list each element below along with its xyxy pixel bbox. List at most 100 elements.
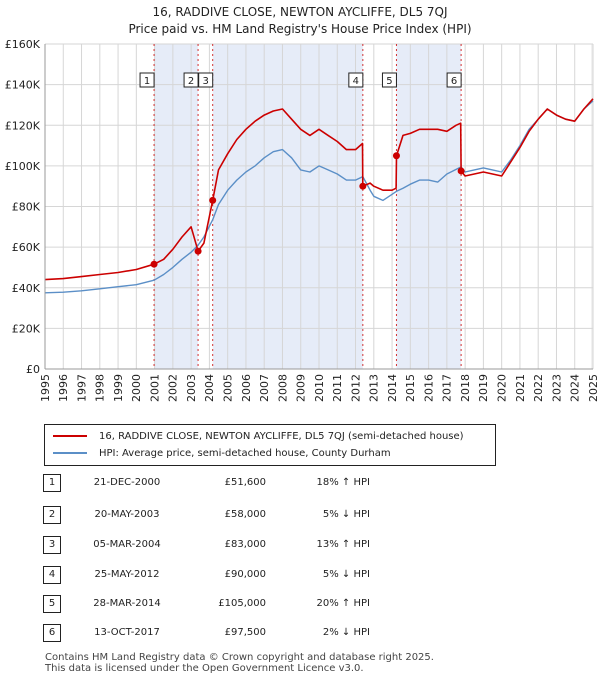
legend-item-hpi: HPI: Average price, semi-detached house,… xyxy=(53,445,391,463)
chart-grid xyxy=(44,43,594,370)
x-tick-label: 2008 xyxy=(276,374,289,402)
sale-row: 1 21-DEC-2000 £51,600 18% ↑ HPI xyxy=(0,473,600,493)
sale-hpi-diff: 20% ↑ HPI xyxy=(316,598,370,609)
legend-property-swatch xyxy=(53,435,87,437)
x-tick-label: 2015 xyxy=(404,374,417,402)
sale-hpi-diff: 5% ↓ HPI xyxy=(322,509,370,520)
sale-price: £90,000 xyxy=(224,569,266,580)
sale-price: £97,500 xyxy=(224,627,266,638)
sale-date: 13-OCT-2017 xyxy=(94,627,160,638)
x-tick-label: 1998 xyxy=(94,374,107,402)
y-tick-label: £20K xyxy=(12,322,41,335)
chart-series xyxy=(44,98,594,294)
y-tick-label: £120K xyxy=(5,119,41,132)
sale-hpi-diff: 5% ↓ HPI xyxy=(322,569,370,580)
x-tick-label: 2018 xyxy=(459,374,472,402)
sale-marker-box xyxy=(348,72,364,88)
sale-point xyxy=(150,260,158,268)
x-tick-label: 2004 xyxy=(203,374,216,402)
y-tick-label: £160K xyxy=(5,38,41,51)
sale-number-badge: 2 xyxy=(43,506,61,524)
x-tick-label: 2003 xyxy=(185,374,198,402)
sale-marker-lines xyxy=(153,44,462,369)
sale-marker-label: 6 xyxy=(451,76,457,87)
sale-row: 3 05-MAR-2004 £83,000 13% ↑ HPI xyxy=(0,535,600,555)
x-tick-label: 2014 xyxy=(386,374,399,402)
sale-hpi-diff: 18% ↑ HPI xyxy=(316,477,370,488)
x-tick-label: 2011 xyxy=(331,374,344,402)
y-tick-label: £100K xyxy=(5,160,41,173)
sale-price: £105,000 xyxy=(218,598,266,609)
x-tick-label: 2022 xyxy=(532,374,545,402)
sale-point xyxy=(209,196,217,204)
sale-number-badge: 4 xyxy=(43,566,61,584)
chart-title: 16, RADDIVE CLOSE, NEWTON AYCLIFFE, DL5 … xyxy=(0,4,600,38)
sale-marker-box xyxy=(381,72,397,88)
sale-hpi-diff: 13% ↑ HPI xyxy=(316,539,370,550)
x-tick-label: 2021 xyxy=(514,374,527,402)
sale-point xyxy=(457,167,465,175)
x-tick-label: 1995 xyxy=(39,374,52,402)
x-tick-label: 1999 xyxy=(112,374,125,402)
sale-row: 2 20-MAY-2003 £58,000 5% ↓ HPI xyxy=(0,505,600,525)
sale-price: £83,000 xyxy=(224,539,266,550)
chart-title-line1: 16, RADDIVE CLOSE, NEWTON AYCLIFFE, DL5 … xyxy=(152,5,448,19)
footer-notice: Contains HM Land Registry data © Crown c… xyxy=(45,652,434,674)
sale-points xyxy=(150,152,465,268)
sale-hpi-diff: 2% ↓ HPI xyxy=(322,627,370,638)
legend-hpi-swatch xyxy=(53,452,87,454)
sale-number-badge: 5 xyxy=(43,595,61,613)
sale-price: £51,600 xyxy=(224,477,266,488)
sale-marker-box xyxy=(198,72,214,88)
x-tick-label: 1996 xyxy=(57,374,70,402)
sale-price: £58,000 xyxy=(224,509,266,520)
x-tick-label: 2017 xyxy=(441,374,454,402)
legend-property-label: 16, RADDIVE CLOSE, NEWTON AYCLIFFE, DL5 … xyxy=(99,431,464,442)
sale-date: 20-MAY-2003 xyxy=(94,509,160,520)
sale-point xyxy=(194,247,202,255)
sale-marker-label: 5 xyxy=(386,76,392,87)
x-tick-label: 2013 xyxy=(368,374,381,402)
y-tick-label: £60K xyxy=(12,241,41,254)
x-tick-label: 2024 xyxy=(569,374,582,402)
x-tick-label: 2005 xyxy=(222,374,235,402)
x-tick-label: 2025 xyxy=(587,374,600,402)
x-tick-label: 2023 xyxy=(550,374,563,402)
sale-marker-box xyxy=(183,72,199,88)
x-tick-label: 2001 xyxy=(148,374,161,402)
x-tick-label: 2009 xyxy=(295,374,308,402)
x-tick-label: 2002 xyxy=(167,374,180,402)
sale-number-badge: 6 xyxy=(43,624,61,642)
sale-marker-box xyxy=(139,72,155,88)
sale-point xyxy=(359,182,367,190)
sale-marker-label: 2 xyxy=(188,76,194,87)
sale-date: 05-MAR-2004 xyxy=(93,539,161,550)
sale-date: 28-MAR-2014 xyxy=(93,598,161,609)
chart-title-line2: Price paid vs. HM Land Registry's House … xyxy=(128,22,472,36)
y-tick-label: £80K xyxy=(12,201,41,214)
sale-marker-label: 1 xyxy=(144,76,150,87)
x-tick-label: 2007 xyxy=(258,374,271,402)
sale-row: 5 28-MAR-2014 £105,000 20% ↑ HPI xyxy=(0,594,600,614)
y-tick-label: £140K xyxy=(5,79,41,92)
x-tick-label: 2019 xyxy=(477,374,490,402)
x-tick-label: 2000 xyxy=(130,374,143,402)
sale-row: 4 25-MAY-2012 £90,000 5% ↓ HPI xyxy=(0,565,600,585)
sale-marker-label: 3 xyxy=(203,76,209,87)
sale-number-badge: 1 xyxy=(43,474,61,492)
y-tick-label: £40K xyxy=(12,282,41,295)
series-line-hpi xyxy=(44,100,594,294)
x-tick-label: 1997 xyxy=(75,374,88,402)
legend-item-property: 16, RADDIVE CLOSE, NEWTON AYCLIFFE, DL5 … xyxy=(53,428,464,446)
x-tick-label: 2012 xyxy=(349,374,362,402)
y-tick-label: £0 xyxy=(26,363,40,376)
sale-row: 6 13-OCT-2017 £97,500 2% ↓ HPI xyxy=(0,623,600,643)
series-line-property xyxy=(44,98,594,281)
sale-point xyxy=(392,152,400,160)
chart-axes: £0 £20K £40K £60K £80K £100K £120K £140K £160K 19… xyxy=(5,38,600,402)
sale-number-badge: 3 xyxy=(43,536,61,554)
x-tick-label: 2006 xyxy=(240,374,253,402)
sale-date: 25-MAY-2012 xyxy=(94,569,160,580)
